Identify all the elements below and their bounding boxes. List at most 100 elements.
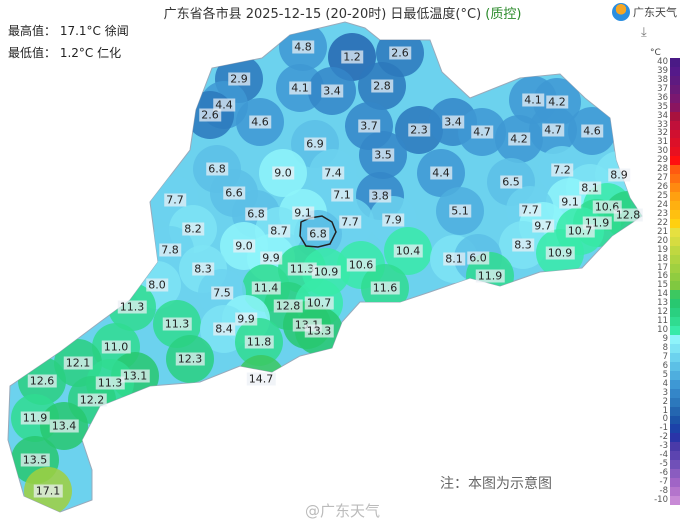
legend-item: 11 bbox=[640, 317, 680, 327]
legend-swatch bbox=[670, 84, 680, 94]
legend-item: 24 bbox=[640, 199, 680, 210]
legend-tick-label: 15 bbox=[657, 280, 668, 291]
station-temp-label: 9.0 bbox=[272, 166, 294, 180]
legend-tick-label: 38 bbox=[657, 74, 668, 85]
legend-swatch bbox=[670, 102, 680, 112]
station-temp-label: 10.6 bbox=[346, 258, 376, 272]
legend-item: 26 bbox=[640, 182, 680, 193]
legend-item: 21 bbox=[640, 227, 680, 237]
legend-tick-label: 17 bbox=[657, 262, 668, 273]
legend-tick-label: -10 bbox=[654, 494, 668, 505]
legend-item: 17 bbox=[640, 262, 680, 273]
legend-tick-label: -5 bbox=[659, 459, 668, 470]
legend-item: 20 bbox=[640, 236, 680, 246]
legend-tick-label: 26 bbox=[657, 182, 668, 193]
min-value: 最低值： 1.2°C 仁化 bbox=[8, 46, 122, 60]
legend-tick-label: 3 bbox=[662, 387, 668, 398]
legend-swatch bbox=[670, 478, 680, 487]
station-temp-label: 8.0 bbox=[146, 278, 168, 292]
legend-tick-label: 34 bbox=[657, 110, 668, 121]
station-temp-label: 4.6 bbox=[249, 115, 271, 129]
legend-swatch bbox=[670, 263, 680, 273]
station-temp-label: 13.3 bbox=[304, 324, 334, 338]
legend-item: 0 bbox=[640, 414, 680, 425]
legend-swatch bbox=[670, 460, 680, 470]
legend-item: 16 bbox=[640, 271, 680, 282]
legend-item: 36 bbox=[640, 93, 680, 103]
station-temp-label: 11.9 bbox=[475, 269, 505, 283]
watermark: @广东天气 bbox=[305, 502, 381, 520]
station-temp-label: 3.5 bbox=[372, 148, 394, 162]
station-temp-label: 9.7 bbox=[532, 219, 554, 233]
legend-swatch bbox=[670, 442, 680, 452]
legend-swatch bbox=[670, 415, 680, 425]
station-temp-label: 8.9 bbox=[608, 168, 630, 182]
legend-item: 1 bbox=[640, 405, 680, 416]
station-temp-label: 8.7 bbox=[268, 224, 290, 238]
legend-item: -8 bbox=[640, 486, 680, 496]
station-temp-label: 11.4 bbox=[251, 281, 281, 295]
map-title: 广东省各市县 2025-12-15 (20-20时) 日最低温度(°C) (质控… bbox=[0, 3, 685, 22]
disclaimer-note: 注：本图为示意图 bbox=[440, 476, 552, 492]
legend-item: -2 bbox=[640, 433, 680, 443]
legend-swatch bbox=[670, 370, 680, 380]
legend-swatch bbox=[670, 308, 680, 318]
legend-tick-label: 29 bbox=[657, 155, 668, 166]
station-temp-label: 7.8 bbox=[159, 243, 181, 257]
legend-item: -10 bbox=[640, 494, 680, 505]
station-temp-label: 6.8 bbox=[245, 207, 267, 221]
station-temp-label: 12.1 bbox=[63, 356, 93, 370]
legend-tick-label: 8 bbox=[662, 342, 668, 353]
qc-link[interactable]: (质控) bbox=[485, 7, 522, 22]
legend-tick-label: 30 bbox=[657, 146, 668, 157]
legend-tick-label: 0 bbox=[662, 414, 668, 425]
legend-tick-label: 31 bbox=[657, 137, 668, 148]
legend-tick-label: -7 bbox=[659, 477, 668, 488]
legend-tick-label: 16 bbox=[657, 271, 668, 282]
legend-item: 22 bbox=[640, 217, 680, 228]
legend-swatch bbox=[670, 281, 680, 291]
legend-unit: °C bbox=[650, 48, 661, 58]
legend-item: -4 bbox=[640, 451, 680, 461]
legend-item: 40 bbox=[640, 57, 680, 67]
station-temp-label: 2.8 bbox=[371, 79, 393, 93]
legend-item: 25 bbox=[640, 192, 680, 201]
legend-swatch bbox=[670, 272, 680, 282]
station-temp-label: 8.1 bbox=[579, 181, 601, 195]
station-temp-label: 11.0 bbox=[101, 340, 131, 354]
legend-swatch bbox=[670, 469, 680, 479]
legend-swatch bbox=[670, 254, 680, 264]
legend-item: 27 bbox=[640, 173, 680, 184]
station-temp-label: 6.6 bbox=[223, 186, 245, 200]
legend-tick-label: 10 bbox=[657, 325, 668, 336]
station-temp-label: 6.5 bbox=[500, 175, 522, 189]
station-temp-label: 6.8 bbox=[206, 162, 228, 176]
legend-swatch bbox=[670, 290, 680, 300]
station-temp-label: 8.3 bbox=[512, 238, 534, 252]
legend-tick-label: 24 bbox=[657, 199, 668, 210]
legend-item: 14 bbox=[640, 290, 680, 300]
station-temp-label: 8.4 bbox=[213, 322, 235, 336]
legend-swatch bbox=[670, 451, 680, 461]
legend-tick-label: 7 bbox=[662, 351, 668, 362]
legend-swatch bbox=[670, 174, 680, 184]
legend-swatch bbox=[670, 433, 680, 443]
legend-tick-label: 27 bbox=[657, 173, 668, 184]
legend-item: 35 bbox=[640, 102, 680, 112]
legend-tick-label: 1 bbox=[662, 405, 668, 416]
download-icon[interactable]: ⤓ bbox=[641, 25, 647, 40]
legend-tick-label: 9 bbox=[662, 334, 668, 345]
station-temp-label: 10.9 bbox=[311, 265, 341, 279]
station-temp-label: 4.4 bbox=[213, 98, 235, 112]
legend-item: 38 bbox=[640, 74, 680, 85]
legend-item: 8 bbox=[640, 342, 680, 353]
station-temp-label: 11.3 bbox=[95, 376, 125, 390]
station-temp-label: 6.9 bbox=[304, 137, 326, 151]
legend-tick-label: 22 bbox=[657, 217, 668, 228]
legend-item: 18 bbox=[640, 254, 680, 264]
legend-item: 19 bbox=[640, 245, 680, 255]
station-temp-label: 13.1 bbox=[120, 369, 150, 383]
legend-swatch bbox=[670, 344, 680, 353]
legend-tick-label: 37 bbox=[657, 83, 668, 94]
